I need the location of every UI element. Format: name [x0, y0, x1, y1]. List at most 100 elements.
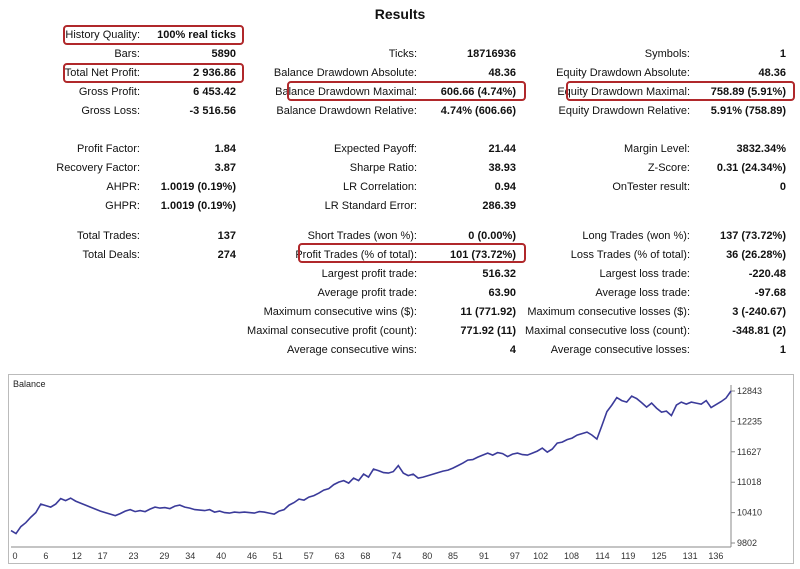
- col3-value: -348.81 (2): [732, 325, 786, 337]
- x-tick-label: 68: [360, 551, 370, 561]
- x-tick-label: 29: [159, 551, 169, 561]
- x-tick-label: 23: [129, 551, 139, 561]
- col1-value: 1.0019 (0.19%): [160, 181, 236, 193]
- x-tick-label: 74: [391, 551, 401, 561]
- highlight-total-net-profit: [63, 63, 244, 83]
- col1-value: 1.84: [214, 143, 236, 155]
- col2-label: Profit Trades (% of total):: [295, 249, 417, 261]
- col3-label: Long Trades (won %):: [582, 230, 690, 242]
- x-tick-label: 97: [510, 551, 520, 561]
- col3-label: OnTester result:: [612, 181, 690, 193]
- col3-value: 48.36: [758, 67, 786, 79]
- col3-label: Maximal consecutive loss (count):: [524, 325, 690, 337]
- col1-label: Gross Loss:: [81, 105, 140, 117]
- col1-label: Recovery Factor:: [56, 162, 140, 174]
- col2-value: 4: [509, 344, 516, 356]
- col3-value: -220.48: [748, 268, 786, 280]
- col2-value: 4.74% (606.66): [440, 105, 516, 117]
- col2-label: Balance Drawdown Absolute:: [273, 67, 417, 79]
- col1-label: AHPR:: [106, 181, 140, 193]
- col2-label: LR Standard Error:: [324, 200, 417, 212]
- col3-label: Loss Trades (% of total):: [570, 249, 690, 261]
- x-tick-label: 80: [422, 551, 432, 561]
- col2-label: Ticks:: [388, 48, 417, 60]
- col2-label: Largest profit trade:: [321, 268, 417, 280]
- col1-value: 137: [217, 230, 236, 242]
- highlight-profit-trades: [298, 243, 526, 263]
- x-tick-label: 114: [595, 551, 609, 561]
- highlight-equity-drawdown-maximal: [566, 81, 795, 101]
- col3-label: Equity Drawdown Maximal:: [557, 86, 690, 98]
- col3-value: 3832.34%: [736, 143, 786, 155]
- col2-label: LR Correlation:: [343, 181, 417, 193]
- col3-label: Symbols:: [644, 48, 690, 60]
- col2-value: 606.66 (4.74%): [440, 86, 516, 98]
- x-tick-label: 102: [533, 551, 548, 561]
- col1-label: Bars:: [114, 48, 140, 60]
- col1-label: History Quality:: [65, 29, 140, 41]
- y-tick-label: 12235: [737, 416, 762, 426]
- col3-label: Maximum consecutive losses ($):: [527, 306, 690, 318]
- col2-label: Average consecutive wins:: [286, 344, 417, 356]
- x-tick-label: 12: [72, 551, 82, 561]
- balance-chart: Balance 12843 12235 11627 11018 10410 9802 0 6…: [8, 374, 794, 564]
- col1-label: Total Trades:: [77, 230, 140, 242]
- col2-value: 21.44: [488, 143, 516, 155]
- y-tick-label: 12843: [737, 386, 762, 396]
- col2-value: 0 (0.00%): [468, 230, 516, 242]
- col2-value: 11 (771.92): [460, 306, 516, 318]
- page-title: Results: [374, 6, 426, 22]
- col3-value: 36 (26.28%): [726, 249, 786, 261]
- x-tick-label: 63: [335, 551, 345, 561]
- y-tick-label: 11627: [737, 447, 761, 457]
- x-tick-label: 136: [708, 551, 723, 561]
- balance-series-line: [10, 390, 732, 535]
- col3-value: 758.89 (5.91%): [710, 86, 786, 98]
- x-tick-label: 125: [652, 551, 667, 561]
- x-tick-label: 57: [304, 551, 314, 561]
- col3-label: Margin Level:: [623, 143, 690, 155]
- col2-value: 101 (73.72%): [449, 249, 516, 261]
- col1-value: 5890: [211, 48, 236, 60]
- col3-value: -97.68: [754, 287, 786, 299]
- y-tick-label: 10410: [737, 508, 762, 518]
- col2-value: 48.36: [488, 67, 516, 79]
- y-tick-label: 11018: [737, 477, 761, 487]
- col2-label: Maximum consecutive wins ($):: [263, 306, 417, 318]
- col2-value: 771.92 (11): [460, 325, 516, 337]
- col2-value: 0.94: [494, 181, 516, 193]
- col3-label: Equity Drawdown Relative:: [558, 105, 690, 117]
- x-tick-label: 46: [247, 551, 257, 561]
- col3-label: Z-Score:: [647, 162, 690, 174]
- col3-label: Average consecutive losses:: [550, 344, 690, 356]
- col3-value: 0: [779, 181, 786, 193]
- x-tick-label: 131: [683, 551, 698, 561]
- col1-value: 3.87: [214, 162, 236, 174]
- col3-label: Largest loss trade:: [599, 268, 691, 280]
- col2-label: Short Trades (won %):: [307, 230, 417, 242]
- col2-label: Balance Drawdown Relative:: [276, 105, 417, 117]
- col2-value: 38.93: [488, 162, 516, 174]
- col1-label: GHPR:: [105, 200, 140, 212]
- col3-label: Equity Drawdown Absolute:: [556, 67, 690, 79]
- x-tick-label: 6: [43, 551, 48, 561]
- col2-label: Maximal consecutive profit (count):: [247, 325, 417, 337]
- col3-value: 1: [779, 48, 786, 60]
- col1-value: 100% real ticks: [157, 29, 236, 41]
- col2-value: 63.90: [488, 287, 516, 299]
- col2-label: Expected Payoff:: [334, 143, 417, 155]
- col1-value: -3 516.56: [189, 105, 236, 117]
- col2-label: Sharpe Ratio:: [349, 162, 417, 174]
- col2-label: Average profit trade:: [317, 287, 417, 299]
- x-tick-label: 108: [564, 551, 579, 561]
- col1-value: 1.0019 (0.19%): [160, 200, 236, 212]
- col2-value: 516.32: [482, 268, 516, 280]
- x-tick-label: 51: [273, 551, 283, 561]
- x-tick-label: 17: [98, 551, 108, 561]
- col1-label: Profit Factor:: [77, 143, 140, 155]
- col1-value: 2 936.86: [193, 67, 236, 79]
- col3-value: 5.91% (758.89): [710, 105, 786, 117]
- col2-label: Balance Drawdown Maximal:: [275, 86, 417, 98]
- col2-value: 286.39: [482, 200, 516, 212]
- chart-title: Balance: [13, 379, 46, 389]
